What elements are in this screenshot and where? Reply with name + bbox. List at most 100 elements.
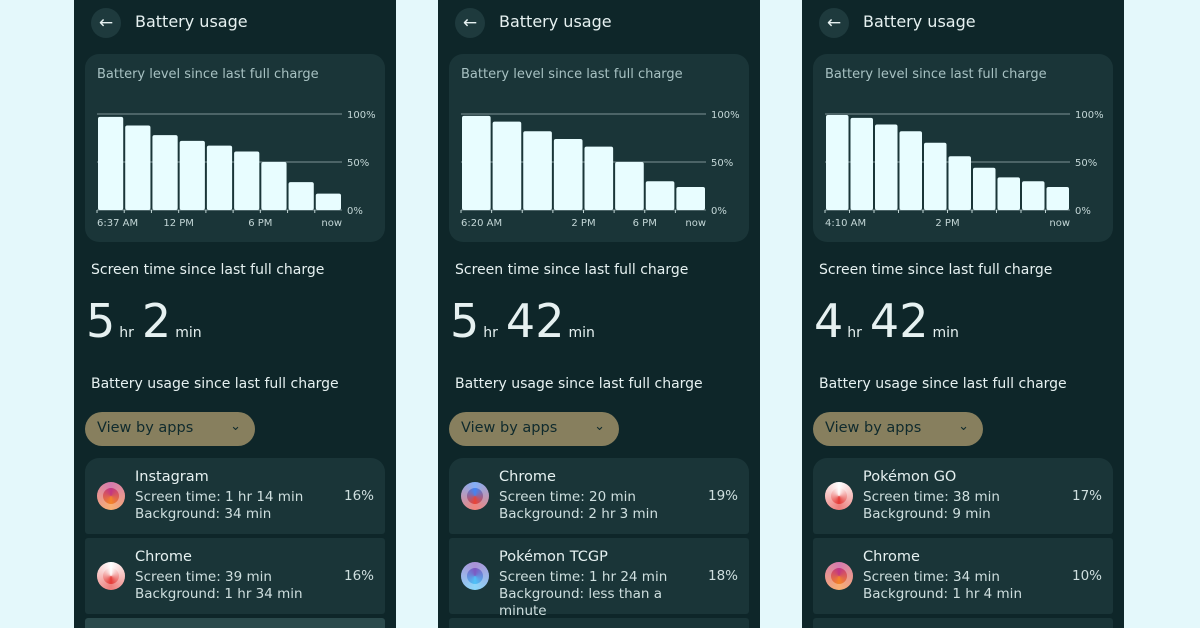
minutes: 42 (869, 294, 929, 348)
filter-label: View by apps (97, 420, 194, 436)
bar (553, 138, 583, 210)
bar (492, 121, 522, 210)
app-row[interactable]: Chrome Screen time: 20 min Background: 2 h… (449, 458, 749, 534)
section-heading: Battery usage since last full charge (91, 376, 339, 392)
app-screen-time: Screen time: 39 min (135, 569, 272, 585)
y-tick-label: 50% (711, 158, 733, 169)
bar (997, 177, 1020, 210)
phone-screen: ← Battery usage Battery level since last f… (74, 0, 396, 628)
screen-time-value: 5 hr 42 min (450, 294, 595, 348)
x-tick-label: 12 PM (163, 218, 194, 229)
app-percent: 18% (707, 568, 738, 584)
back-button[interactable]: ← (91, 8, 121, 38)
minutes-unit: min (932, 325, 959, 341)
y-tick-label: 0% (711, 206, 727, 217)
app-row[interactable]: Chrome Screen time: 39 min Background: 1 h… (85, 538, 385, 614)
y-tick-label: 100% (711, 110, 740, 121)
back-button[interactable]: ← (819, 8, 849, 38)
app-background: Background: 1 hr 4 min (863, 586, 1022, 602)
bar (1046, 186, 1069, 210)
section-heading: Screen time since last full charge (91, 262, 325, 278)
bar (973, 167, 996, 210)
chevron: ⌄ (230, 419, 241, 434)
app-background: Background: less than a minute (499, 586, 663, 619)
hours-unit: hr (847, 325, 862, 341)
filter-dropdown[interactable]: View by apps ⌄ (85, 412, 255, 446)
app-percent: 10% (1071, 568, 1102, 584)
app-percent: 16% (343, 568, 374, 584)
bar (462, 115, 491, 210)
bar (826, 114, 849, 210)
y-tick-label: 50% (347, 158, 369, 169)
y-tick-label: 0% (1075, 206, 1091, 217)
bar (676, 186, 705, 210)
filter-label: View by apps (825, 420, 922, 436)
app-icon (97, 562, 125, 590)
bar (152, 135, 178, 210)
app-screen-time: Screen time: 38 min (863, 489, 1000, 505)
chart-card: Battery level since last full charge 0% 50… (85, 54, 385, 242)
minutes-unit: min (568, 325, 595, 341)
y-tick-label: 100% (347, 110, 376, 121)
x-tick-label: now (1049, 218, 1070, 229)
minutes-unit: min (175, 325, 202, 341)
filter-label: View by apps (461, 420, 558, 436)
hours: 5 (86, 294, 116, 348)
app-background: Background: 2 hr 3 min (499, 506, 658, 522)
bar (850, 117, 873, 210)
app-background: Background: 1 hr 34 min (135, 586, 303, 602)
bar (261, 162, 287, 210)
y-tick-label: 0% (347, 206, 363, 217)
app-row[interactable]: Pokémon TCGP Screen time: 1 hr 24 min Back… (449, 538, 749, 619)
hours: 4 (814, 294, 844, 348)
hours-unit: hr (119, 325, 134, 341)
x-tick-label: 2 PM (571, 218, 595, 229)
bar (234, 151, 260, 210)
app-background: Background: 9 min (863, 506, 991, 522)
app-row[interactable]: Instagram Screen time: 1 hr 14 min Backgro… (85, 458, 385, 534)
bar (615, 162, 644, 210)
section-heading: Battery usage since last full charge (455, 376, 703, 392)
app-row[interactable]: Chrome Screen time: 34 min Background: 1 h… (813, 538, 1113, 614)
bar (875, 124, 898, 210)
app-row[interactable]: Pokémon GO Screen time: 38 min Background:… (813, 458, 1113, 534)
app-background: Background: 34 min (135, 506, 272, 522)
filter-dropdown[interactable]: View by apps ⌄ (449, 412, 619, 446)
minutes: 42 (505, 294, 565, 348)
hours: 5 (450, 294, 480, 348)
bar (645, 181, 675, 210)
app-screen-time: Screen time: 34 min (863, 569, 1000, 585)
x-tick-label: 6 PM (248, 218, 272, 229)
filter-dropdown[interactable]: View by apps ⌄ (813, 412, 983, 446)
app-icon (461, 482, 489, 510)
back-button[interactable]: ← (455, 8, 485, 38)
app-icon (825, 482, 853, 510)
bar (206, 145, 233, 210)
x-tick-label: 6:37 AM (97, 218, 138, 229)
bar (523, 131, 552, 210)
section-heading: Battery usage since last full charge (819, 376, 1067, 392)
bar (288, 182, 314, 210)
app-percent: 16% (343, 488, 374, 504)
x-tick-label: now (321, 218, 342, 229)
bar (584, 146, 614, 210)
x-tick-label: 6 PM (633, 218, 657, 229)
bar (1022, 181, 1045, 210)
app-icon (825, 562, 853, 590)
screen-title: Battery usage (135, 12, 248, 31)
minutes: 2 (141, 294, 172, 348)
app-name: Pokémon TCGP (499, 549, 608, 565)
app-screen-time: Screen time: 20 min (499, 489, 636, 505)
screen-time-value: 5 hr 2 min (86, 294, 202, 348)
app-name: Chrome (499, 469, 556, 485)
x-tick-label: 2 PM (935, 218, 959, 229)
y-tick-label: 100% (1075, 110, 1104, 121)
chart-card: Battery level since last full charge 0% 50… (449, 54, 749, 242)
chart-title: Battery level since last full charge (97, 67, 319, 82)
chart-title: Battery level since last full charge (461, 67, 683, 82)
app-percent: 17% (1071, 488, 1102, 504)
app-percent: 19% (707, 488, 738, 504)
chart-title: Battery level since last full charge (825, 67, 1047, 82)
bar (924, 142, 947, 210)
